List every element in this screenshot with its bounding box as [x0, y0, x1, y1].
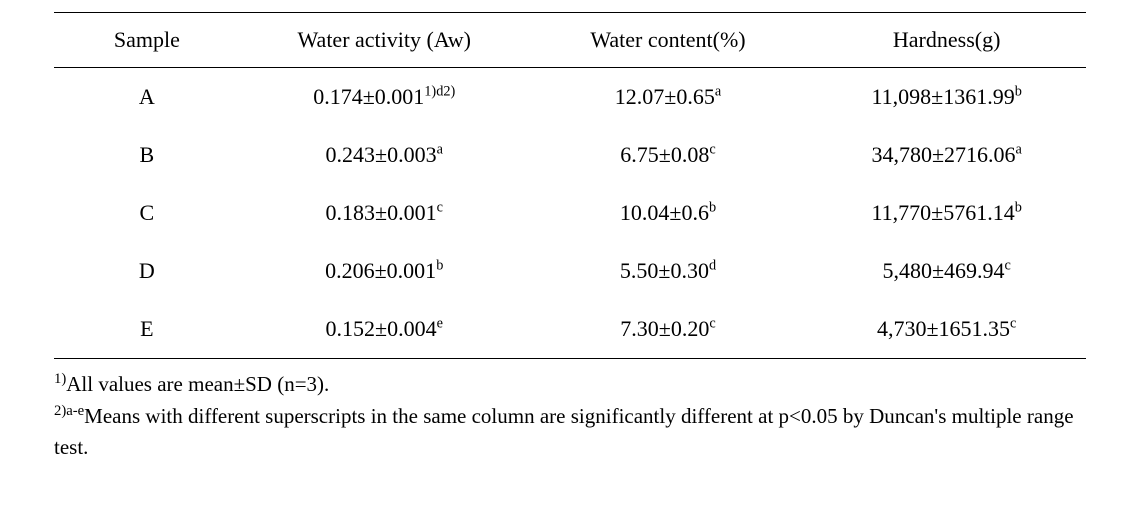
table-row: B0.243±0.003a6.75±0.08c34,780±2716.06a — [54, 126, 1086, 184]
cell-hardness: 11,098±1361.99b — [807, 68, 1086, 127]
cell-value: A — [139, 84, 155, 109]
cell-water_activity: 0.206±0.001b — [240, 242, 529, 300]
header-sample: Sample — [54, 13, 240, 68]
footnote-1: 1)All values are mean±SD (n=3). — [54, 369, 1086, 399]
cell-water_activity: 0.152±0.004e — [240, 300, 529, 359]
table-row: A0.174±0.0011)d2)12.07±0.65a11,098±1361.… — [54, 68, 1086, 127]
cell-superscript: a — [437, 142, 443, 158]
table-row: C0.183±0.001c10.04±0.6b11,770±5761.14b — [54, 184, 1086, 242]
footnote-2-super: 2)a-e — [54, 403, 84, 419]
footnote-1-super: 1) — [54, 371, 66, 387]
cell-value: 0.183±0.001 — [326, 200, 437, 225]
cell-hardness: 11,770±5761.14b — [807, 184, 1086, 242]
cell-value: 11,098±1361.99 — [871, 84, 1014, 109]
cell-value: 4,730±1651.35 — [877, 316, 1010, 341]
cell-sample: D — [54, 242, 240, 300]
header-water-activity: Water activity (Aw) — [240, 13, 529, 68]
cell-superscript: b — [436, 258, 443, 274]
cell-sample: E — [54, 300, 240, 359]
header-hardness: Hardness(g) — [807, 13, 1086, 68]
cell-value: B — [140, 142, 155, 167]
cell-superscript: b — [1015, 84, 1022, 100]
cell-sample: B — [54, 126, 240, 184]
data-table: Sample Water activity (Aw) Water content… — [54, 12, 1086, 359]
cell-water_content: 6.75±0.08c — [529, 126, 808, 184]
cell-hardness: 5,480±469.94c — [807, 242, 1086, 300]
table-row: E0.152±0.004e7.30±0.20c4,730±1651.35c — [54, 300, 1086, 359]
header-water-content: Water content(%) — [529, 13, 808, 68]
cell-hardness: 34,780±2716.06a — [807, 126, 1086, 184]
footnote-2-text: Means with different superscripts in the… — [54, 404, 1074, 458]
cell-value: 12.07±0.65 — [615, 84, 715, 109]
cell-value: 34,780±2716.06 — [871, 142, 1015, 167]
cell-water_content: 12.07±0.65a — [529, 68, 808, 127]
cell-value: D — [139, 258, 155, 283]
cell-sample: A — [54, 68, 240, 127]
cell-superscript: c — [437, 200, 443, 216]
table-head: Sample Water activity (Aw) Water content… — [54, 13, 1086, 68]
cell-value: 10.04±0.6 — [620, 200, 709, 225]
footnote-2: 2)a-eMeans with different superscripts i… — [54, 401, 1086, 462]
footnotes: 1)All values are mean±SD (n=3). 2)a-eMea… — [54, 369, 1086, 462]
cell-superscript: b — [1015, 200, 1022, 216]
cell-superscript: c — [709, 316, 715, 332]
cell-water_content: 7.30±0.20c — [529, 300, 808, 359]
cell-value: 5,480±469.94 — [882, 258, 1004, 283]
cell-water_activity: 0.243±0.003a — [240, 126, 529, 184]
cell-superscript: 1)d2) — [424, 84, 455, 100]
cell-value: E — [140, 316, 153, 341]
cell-hardness: 4,730±1651.35c — [807, 300, 1086, 359]
footnote-1-text: All values are mean±SD (n=3). — [66, 372, 329, 396]
cell-water_activity: 0.183±0.001c — [240, 184, 529, 242]
cell-value: 6.75±0.08 — [620, 142, 709, 167]
header-row: Sample Water activity (Aw) Water content… — [54, 13, 1086, 68]
cell-sample: C — [54, 184, 240, 242]
cell-superscript: a — [1016, 142, 1022, 158]
cell-superscript: d — [709, 258, 716, 274]
page: Sample Water activity (Aw) Water content… — [0, 0, 1140, 488]
cell-superscript: a — [715, 84, 721, 100]
cell-water_content: 5.50±0.30d — [529, 242, 808, 300]
cell-value: 0.243±0.003 — [326, 142, 437, 167]
cell-superscript: b — [709, 200, 716, 216]
cell-superscript: e — [437, 316, 443, 332]
cell-value: 7.30±0.20 — [620, 316, 709, 341]
cell-value: C — [140, 200, 155, 225]
cell-superscript: c — [1010, 316, 1016, 332]
cell-value: 11,770±5761.14 — [871, 200, 1014, 225]
cell-value: 0.174±0.001 — [313, 84, 424, 109]
cell-water_content: 10.04±0.6b — [529, 184, 808, 242]
cell-superscript: c — [1005, 258, 1011, 274]
table-body: A0.174±0.0011)d2)12.07±0.65a11,098±1361.… — [54, 68, 1086, 359]
cell-value: 0.152±0.004 — [326, 316, 437, 341]
table-row: D0.206±0.001b5.50±0.30d5,480±469.94c — [54, 242, 1086, 300]
cell-water_activity: 0.174±0.0011)d2) — [240, 68, 529, 127]
cell-value: 0.206±0.001 — [325, 258, 436, 283]
cell-superscript: c — [709, 142, 715, 158]
cell-value: 5.50±0.30 — [620, 258, 709, 283]
